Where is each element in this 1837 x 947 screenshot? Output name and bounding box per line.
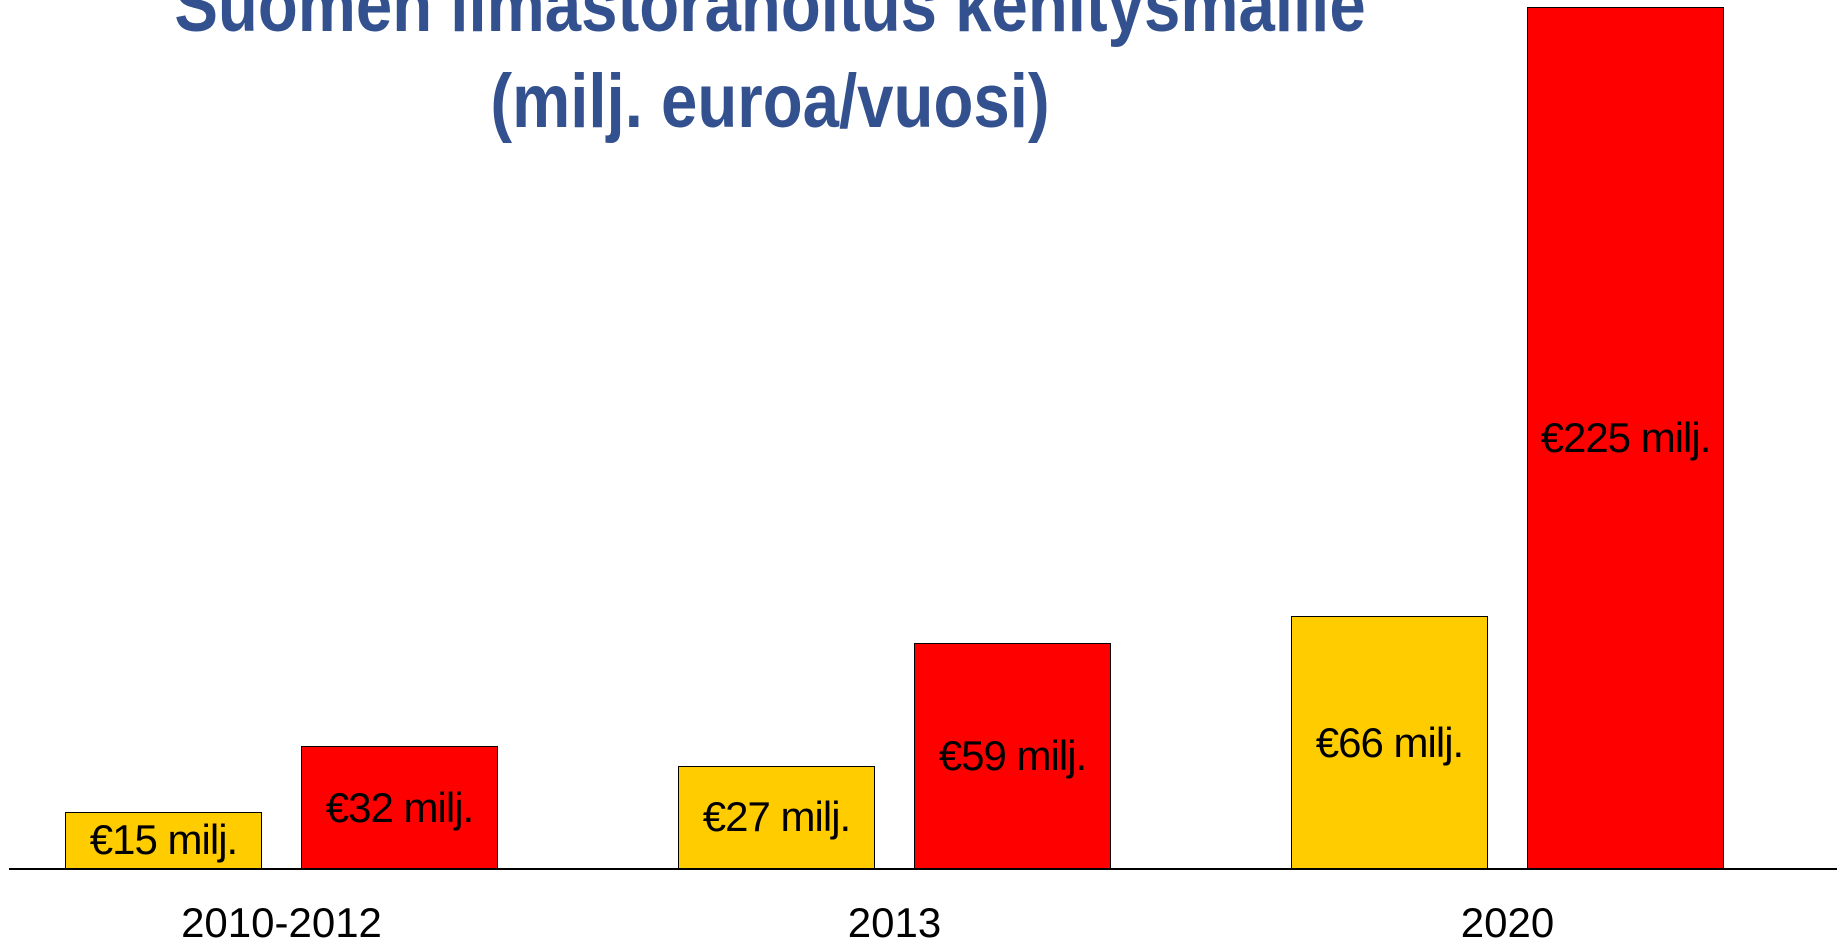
value-label: €27 milj. [702, 793, 851, 841]
value-label: €66 milj. [1315, 718, 1464, 766]
bar [301, 746, 498, 869]
value-label: €15 milj. [89, 816, 238, 864]
bar [65, 811, 262, 869]
x-tick-label: 2013 [847, 899, 942, 946]
bar [1527, 7, 1724, 869]
value-label: €32 milj. [325, 783, 474, 831]
chart-title: Suomen ilmastorahoitus kehitysmaille (mi… [174, 0, 1366, 144]
x-tick-label: 2010-2012 [181, 899, 382, 946]
x-axis [9, 868, 1837, 870]
bar [1291, 616, 1488, 869]
x-tick-label: 2020 [1460, 899, 1555, 946]
bar [678, 765, 875, 869]
bar [914, 642, 1111, 869]
value-label: €59 milj. [938, 731, 1087, 779]
value-label: €225 milj. [1540, 414, 1712, 461]
